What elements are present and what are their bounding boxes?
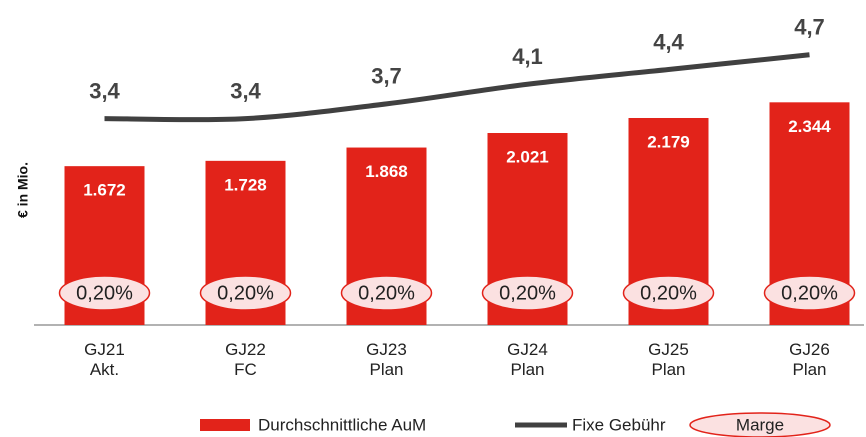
bar-value-label: 2.344 [788, 117, 831, 136]
y-axis-label: € in Mio. [15, 162, 31, 218]
margin-label: 0,20% [358, 282, 415, 304]
x-tick-label: GJ24 Plan [507, 340, 548, 379]
margin-label: 0,20% [76, 282, 133, 304]
legend-swatch [200, 419, 250, 431]
legend-swatch [689, 412, 831, 437]
x-tick-label: GJ25 Plan [648, 340, 689, 379]
margin-badge [481, 275, 574, 311]
x-tick-label: GJ26 Plan [789, 340, 830, 379]
bar-value-label: 2.179 [647, 132, 690, 151]
x-tick-label: GJ23 Plan [366, 340, 407, 379]
margin-label: 0,20% [499, 282, 556, 304]
bar-value-label: 1.728 [224, 175, 267, 194]
line-value-label: 3,4 [89, 78, 120, 103]
bar-value-label: 2.021 [506, 147, 549, 166]
line-value-label: 3,7 [371, 64, 402, 89]
margin-badge [340, 275, 433, 311]
line-value-label: 3,4 [230, 78, 261, 103]
x-tick-label: GJ21 Akt. [84, 340, 125, 379]
margin-label: 0,20% [781, 282, 838, 304]
line-value-label: 4,7 [794, 15, 825, 40]
bar-value-label: 1.672 [83, 181, 126, 200]
legend-label: Fixe Gebühr [572, 415, 666, 434]
x-tick-label: GJ22 FC [225, 340, 266, 379]
margin-badge [622, 275, 715, 311]
legend-label: Durchschnittliche AuM [258, 415, 426, 434]
line-value-label: 4,1 [512, 44, 543, 69]
margin-label: 0,20% [640, 282, 697, 304]
margin-label: 0,20% [217, 282, 274, 304]
margin-badge [58, 275, 151, 311]
margin-badge [763, 275, 856, 311]
line-value-label: 4,4 [653, 29, 684, 54]
line [104, 52, 810, 123]
legend-label: Marge [736, 415, 784, 434]
margin-badge [199, 275, 292, 311]
bar-value-label: 1.868 [365, 162, 408, 181]
